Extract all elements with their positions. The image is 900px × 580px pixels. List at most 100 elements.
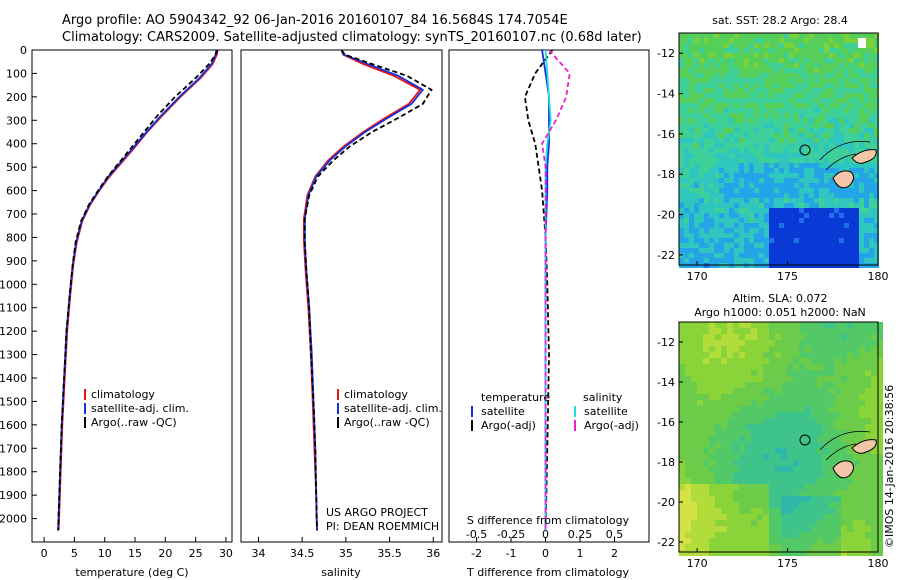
heatmap-cell <box>697 322 703 328</box>
heatmap-cell <box>754 213 759 218</box>
heatmap-cell <box>754 133 759 138</box>
heatmap-cell <box>817 442 823 448</box>
heatmap-cell <box>871 544 877 550</box>
heatmap-cell <box>799 238 804 243</box>
heatmap-cell <box>721 436 727 442</box>
heatmap-cell <box>869 248 874 253</box>
heatmap-cell <box>817 544 823 550</box>
heatmap-cell <box>829 400 835 406</box>
heatmap-cell <box>793 538 799 544</box>
heatmap-cell <box>769 394 775 400</box>
heatmap-cell <box>703 382 709 388</box>
heatmap-cell <box>805 532 811 538</box>
heatmap-cell <box>709 412 715 418</box>
heatmap-cell <box>847 436 853 442</box>
heatmap-cell <box>787 430 793 436</box>
heatmap-cell <box>764 58 769 63</box>
heatmap-cell <box>699 88 704 93</box>
heatmap-cell <box>824 133 829 138</box>
heatmap-cell <box>804 118 809 123</box>
heatmap-cell <box>719 48 724 53</box>
heatmap-cell <box>819 218 824 223</box>
heatmap-cell <box>823 550 829 556</box>
heatmap-cell <box>721 508 727 514</box>
heatmap-cell <box>835 496 841 502</box>
heatmap-cell <box>729 193 734 198</box>
heatmap-cell <box>835 418 841 424</box>
heatmap-cell <box>727 478 733 484</box>
heatmap-cell <box>774 33 779 38</box>
heatmap-cell <box>691 334 697 340</box>
heatmap-cell <box>759 223 764 228</box>
heatmap-cell <box>759 78 764 83</box>
heatmap-cell <box>685 322 691 328</box>
heatmap-cell <box>877 472 883 478</box>
heatmap-cell <box>854 208 859 213</box>
heatmap-cell <box>779 228 784 233</box>
heatmap-cell <box>727 352 733 358</box>
heatmap-cell <box>729 198 734 203</box>
heatmap-cell <box>844 148 849 153</box>
heatmap-cell <box>749 158 754 163</box>
heatmap-cell <box>709 526 715 532</box>
heatmap-cell <box>751 532 757 538</box>
heatmap-cell <box>781 352 787 358</box>
heatmap-cell <box>769 520 775 526</box>
heatmap-cell <box>853 418 859 424</box>
heatmap-cell <box>769 532 775 538</box>
heatmap-cell <box>871 472 877 478</box>
heatmap-cell <box>835 340 841 346</box>
heatmap-cell <box>709 128 714 133</box>
heatmap-cell <box>829 508 835 514</box>
heatmap-cell <box>793 352 799 358</box>
heatmap-cell <box>679 424 685 430</box>
heatmap-cell <box>809 173 814 178</box>
heatmap-cell <box>769 550 775 556</box>
heatmap-cell <box>805 406 811 412</box>
heatmap-cell <box>853 340 859 346</box>
heatmap-cell <box>841 448 847 454</box>
heatmap-cell <box>769 502 775 508</box>
heatmap-cell <box>781 514 787 520</box>
heatmap-cell <box>714 113 719 118</box>
heatmap-cell <box>759 113 764 118</box>
heatmap-cell <box>805 352 811 358</box>
heatmap-cell <box>874 178 879 183</box>
heatmap-cell <box>679 68 684 73</box>
heatmap-cell <box>749 183 754 188</box>
heatmap-cell <box>794 213 799 218</box>
heatmap-cell <box>814 33 819 38</box>
heatmap-cell <box>824 108 829 113</box>
heatmap-cell <box>734 98 739 103</box>
heatmap-cell <box>804 183 809 188</box>
heatmap-cell <box>809 88 814 93</box>
heatmap-cell <box>817 382 823 388</box>
heatmap-cell <box>727 442 733 448</box>
heatmap-cell <box>697 352 703 358</box>
heatmap-cell <box>823 352 829 358</box>
heatmap-cell <box>727 346 733 352</box>
heatmap-cell <box>804 188 809 193</box>
heatmap-cell <box>774 208 779 213</box>
heatmap-cell <box>749 113 754 118</box>
heatmap-cell <box>739 113 744 118</box>
heatmap-cell <box>854 83 859 88</box>
heatmap-cell <box>697 424 703 430</box>
heatmap-cell <box>805 502 811 508</box>
heatmap-cell <box>763 532 769 538</box>
heatmap-cell <box>709 183 714 188</box>
heatmap-cell <box>877 532 883 538</box>
heatmap-cell <box>764 113 769 118</box>
heatmap-cell <box>733 328 739 334</box>
heatmap-cell <box>829 43 834 48</box>
heatmap-cell <box>823 532 829 538</box>
map-y-tick-label: -16 <box>657 416 675 429</box>
heatmap-cell <box>799 514 805 520</box>
heatmap-cell <box>775 526 781 532</box>
heatmap-cell <box>779 93 784 98</box>
heatmap-cell <box>739 406 745 412</box>
heatmap-cell <box>864 223 869 228</box>
heatmap-cell <box>824 233 829 238</box>
heatmap-cell <box>699 63 704 68</box>
heatmap-cell <box>799 352 805 358</box>
